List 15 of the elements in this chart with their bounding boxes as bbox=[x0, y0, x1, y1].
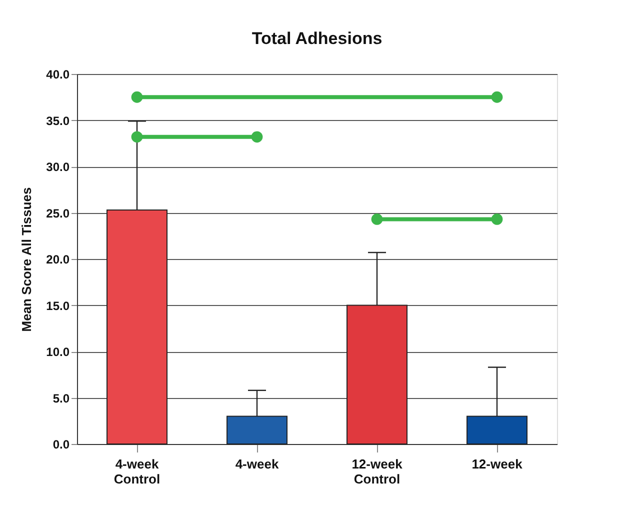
y-tick-label: 15.0 bbox=[46, 298, 70, 313]
y-tick-label: 10.0 bbox=[46, 345, 70, 359]
y-axis-title: Mean Score All Tissues bbox=[19, 187, 34, 332]
x-tick-label: 4-week bbox=[235, 456, 280, 472]
chart-title: Total Adhesions bbox=[252, 29, 382, 48]
y-tick-label: 5.0 bbox=[52, 391, 70, 406]
y-tick-label: 25.0 bbox=[46, 206, 70, 220]
y-tick-label: 20.0 bbox=[46, 252, 70, 266]
x-tick-label: 4-week Control bbox=[114, 456, 160, 486]
y-tick-label: 40.0 bbox=[46, 68, 70, 82]
y-tick-label: 35.0 bbox=[46, 114, 70, 128]
x-tick-label: 12-week Control bbox=[352, 456, 404, 486]
y-tick-label: 30.0 bbox=[46, 160, 70, 174]
x-tick-label: 12-week bbox=[472, 456, 524, 472]
y-tick-label: 0.0 bbox=[52, 438, 70, 452]
